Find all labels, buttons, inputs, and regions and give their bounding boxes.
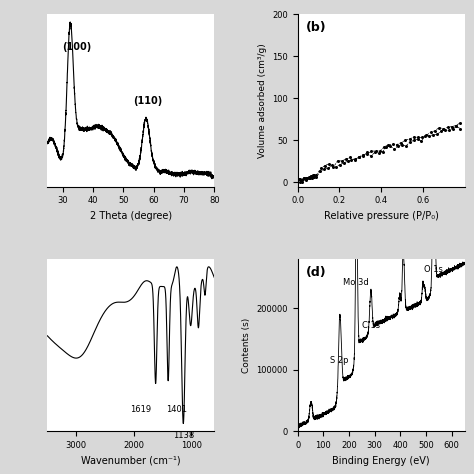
Text: 1401: 1401 [166,405,188,414]
Text: (d): (d) [306,266,327,279]
Text: 1138: 1138 [173,431,194,440]
Text: (b): (b) [306,21,327,35]
X-axis label: 2 Theta (degree): 2 Theta (degree) [90,211,172,221]
Text: O 1s: O 1s [424,265,443,274]
Text: 1619: 1619 [130,405,151,414]
Text: S 2p: S 2p [330,356,349,365]
X-axis label: Relative pressure (P/P₀): Relative pressure (P/P₀) [324,211,438,221]
Text: (100): (100) [63,42,92,53]
Text: C 1s: C 1s [362,321,380,330]
Y-axis label: Volume adsorbed (cm³/g): Volume adsorbed (cm³/g) [258,43,267,158]
Y-axis label: Contents (s): Contents (s) [242,318,251,373]
Text: Mo 3d: Mo 3d [343,278,369,287]
X-axis label: Wavenumber (cm⁻¹): Wavenumber (cm⁻¹) [81,456,181,465]
Text: (110): (110) [133,96,162,106]
X-axis label: Binding Energy (eV): Binding Energy (eV) [332,456,430,465]
